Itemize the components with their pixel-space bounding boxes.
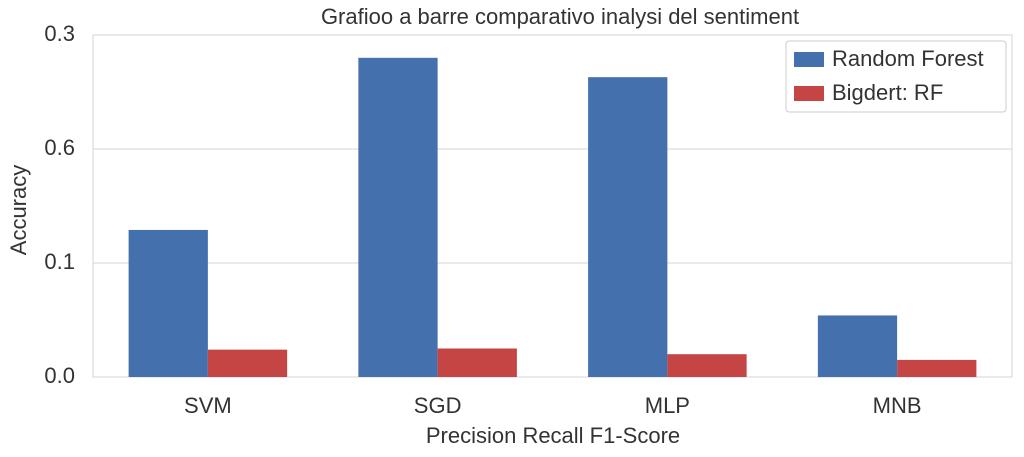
x-tick-label: SGD [414, 393, 462, 418]
x-axis-label: Precision Recall F1-Score [426, 423, 680, 448]
bar [667, 354, 747, 377]
y-tick-label: 0.0 [44, 363, 75, 388]
x-tick-label: MNB [873, 393, 922, 418]
y-tick-label: 0.6 [44, 135, 75, 160]
y-tick-label: 0.3 [44, 21, 75, 46]
legend-swatch [794, 86, 824, 101]
legend-label: Bigdert: RF [832, 80, 943, 105]
legend-box [785, 40, 1007, 113]
y-axis-label: Accuracy [6, 165, 31, 255]
bar [358, 57, 438, 378]
legend-swatch [794, 52, 824, 67]
bar [897, 359, 977, 377]
bar [437, 348, 517, 377]
bar [817, 315, 898, 377]
bar [588, 77, 668, 378]
x-tick-label: MLP [645, 393, 690, 418]
bar [128, 229, 208, 377]
bar [207, 349, 288, 377]
y-tick-label: 0.1 [44, 249, 75, 274]
chart-title: Grafioo a barre comparativo inalysi del … [321, 4, 799, 29]
legend-label: Random Forest [832, 46, 984, 71]
x-tick-label: SVM [184, 393, 232, 418]
